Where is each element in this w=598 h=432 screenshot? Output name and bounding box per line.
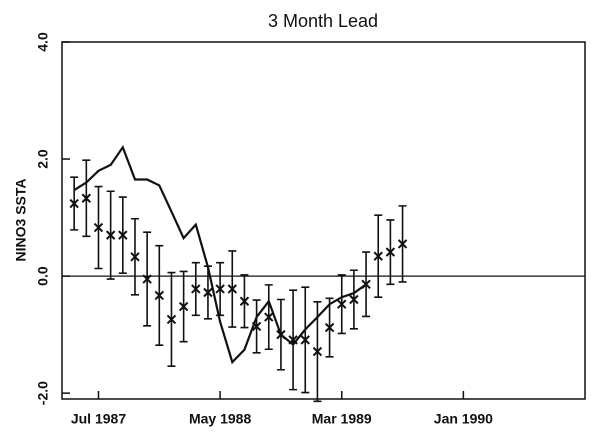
x-tick-label: May 1988 <box>189 411 251 427</box>
x-marker <box>373 251 383 261</box>
x-marker <box>93 222 104 233</box>
x-tick-label: Jan 1990 <box>434 411 493 427</box>
x-marker <box>324 322 335 333</box>
series-line <box>73 144 367 365</box>
x-marker <box>130 252 140 262</box>
x-marker <box>239 296 250 306</box>
y-tick-label: 0.0 <box>35 266 51 286</box>
x-marker <box>118 230 128 240</box>
x-marker <box>191 284 201 294</box>
x-marker <box>337 299 347 309</box>
x-marker <box>264 312 274 322</box>
x-marker <box>69 198 79 209</box>
x-marker <box>166 314 177 325</box>
x-marker <box>203 287 213 298</box>
x-marker <box>300 335 310 345</box>
x-marker <box>361 279 371 289</box>
x-marker <box>276 329 286 340</box>
y-tick-label: 2.0 <box>35 149 51 169</box>
x-tick-label: Jul 1987 <box>71 411 126 427</box>
x-marker <box>385 247 396 257</box>
plot-frame <box>61 41 586 400</box>
x-marker <box>142 274 152 284</box>
chart-title: 3 Month Lead <box>268 11 378 31</box>
x-marker <box>397 239 408 249</box>
x-marker <box>105 230 116 240</box>
x-marker <box>154 290 165 301</box>
x-marker <box>81 193 92 203</box>
x-marker <box>215 284 225 294</box>
x-tick-label: Mar 1989 <box>312 411 372 427</box>
x-marker <box>349 294 359 305</box>
x-marker <box>227 284 237 294</box>
y-axis-label: NINO3 SSTA <box>13 179 29 262</box>
x-marker <box>312 346 323 357</box>
y-tick-label: 4.0 <box>35 32 51 52</box>
x-marker <box>251 321 262 332</box>
x-marker <box>288 335 298 345</box>
y-tick-label: -2.0 <box>35 381 51 405</box>
x-marker <box>178 301 189 312</box>
